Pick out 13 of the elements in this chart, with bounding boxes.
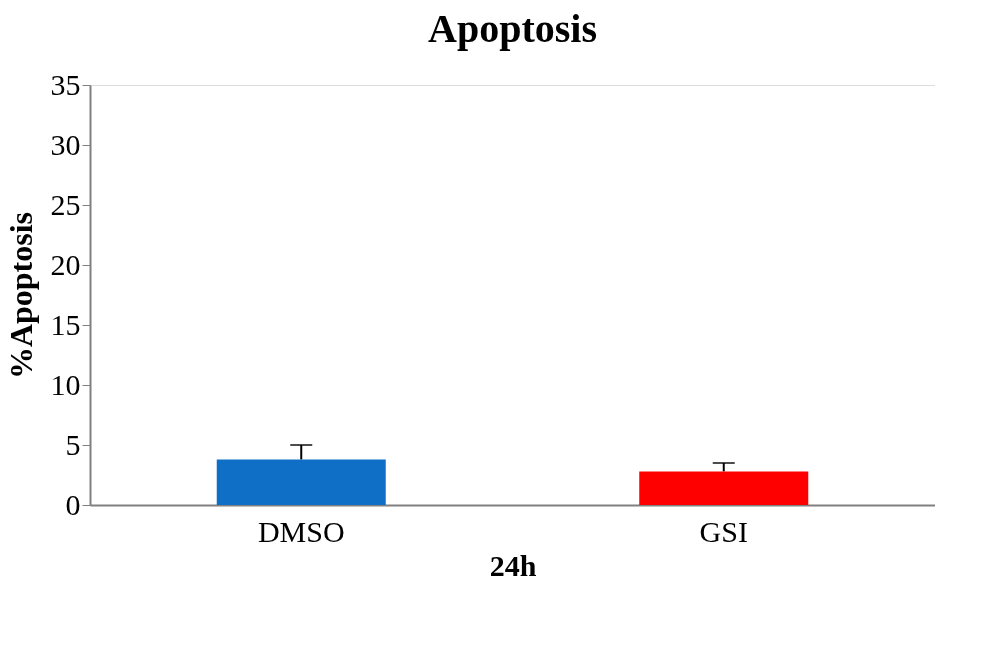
x-tick-label: GSI — [699, 514, 748, 548]
chart-title: Apoptosis — [428, 6, 597, 51]
y-tick-label: 35 — [50, 67, 81, 101]
y-axis-title: %Apoptosis — [2, 211, 39, 380]
y-tick-label: 5 — [65, 427, 81, 461]
y-tick-label: 0 — [65, 487, 81, 521]
y-tick-label: 30 — [50, 127, 81, 161]
y-tick-label: 25 — [50, 187, 81, 221]
x-tick-label: DMSO — [257, 514, 345, 548]
x-axis-title: 24h — [489, 548, 537, 582]
y-tick-label: 15 — [50, 307, 81, 341]
y-tick-label: 10 — [50, 367, 81, 401]
y-tick-label: 20 — [50, 247, 81, 281]
